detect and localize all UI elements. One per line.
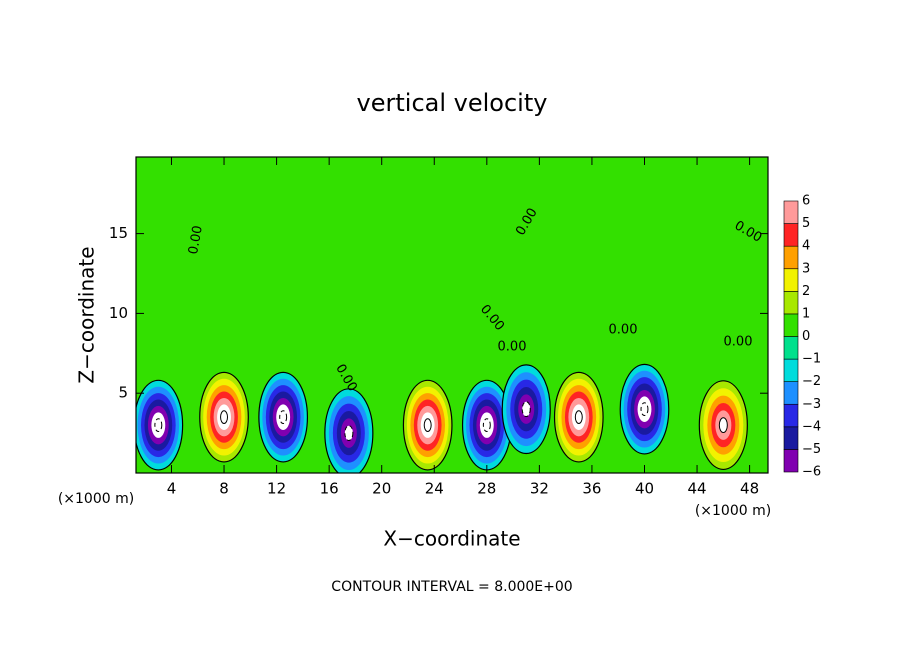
x-tick-label: 12 xyxy=(267,480,286,498)
extremum xyxy=(482,418,491,433)
colorbar-swatch xyxy=(783,358,799,382)
extremum xyxy=(220,410,228,425)
extremum xyxy=(423,418,432,433)
contour-label: 0.00 xyxy=(609,323,638,338)
x-tick-label: 16 xyxy=(320,480,339,498)
x-tick-label: 8 xyxy=(219,480,229,498)
x-tick-label: 28 xyxy=(477,480,496,498)
colorbar-label: −3 xyxy=(802,397,821,412)
colorbar-label: 0 xyxy=(802,329,810,344)
extremum xyxy=(718,417,728,434)
field xyxy=(136,363,748,473)
x-unit: (×1000 m) xyxy=(695,503,771,519)
colorbar-label: 2 xyxy=(802,284,810,299)
colorbar-swatch xyxy=(783,313,799,337)
contour-label: 0.00 xyxy=(724,335,753,350)
x-tick-label: 20 xyxy=(372,480,391,498)
x-tick-label: 32 xyxy=(530,480,549,498)
colorbar-label: 4 xyxy=(802,239,810,254)
y-axis-label: Z−coordinate xyxy=(75,246,99,383)
x-tick-label: 24 xyxy=(425,480,444,498)
y-tick-label: 5 xyxy=(118,384,128,402)
x-tick-label: 4 xyxy=(167,480,177,498)
colorbar-swatch xyxy=(783,426,799,450)
extremum xyxy=(279,410,288,425)
x-tick-label: 40 xyxy=(635,480,654,498)
colorbar-swatch xyxy=(783,291,799,315)
colorbar-label: 3 xyxy=(802,261,810,276)
colorbar-swatch xyxy=(783,245,799,270)
colorbar-swatch xyxy=(783,449,799,473)
x-tick-label: 44 xyxy=(688,480,707,498)
extremum xyxy=(640,402,649,417)
colorbar-label: −6 xyxy=(802,465,821,480)
colorbar-label: −5 xyxy=(802,442,821,457)
extremum xyxy=(344,425,354,441)
x-unit: (×1000 m) xyxy=(58,491,134,507)
plot-frame xyxy=(135,156,769,474)
x-axis-label: X−coordinate xyxy=(383,527,520,551)
contour-label: 0.00 xyxy=(498,340,527,355)
contour-label: 0.00 xyxy=(186,224,206,255)
colorbar-label: 6 xyxy=(802,194,810,209)
colorbar-swatch xyxy=(783,223,799,247)
extremum xyxy=(521,401,531,418)
extremum xyxy=(154,418,163,433)
colorbar-label: −1 xyxy=(802,352,821,367)
chart-title: vertical velocity xyxy=(357,89,548,117)
x-tick-label: 48 xyxy=(740,480,759,498)
colorbar-swatch xyxy=(783,268,799,292)
footer: CONTOUR INTERVAL = 8.000E+00 xyxy=(331,579,572,595)
colorbar-label: −2 xyxy=(802,374,821,389)
y-tick-label: 15 xyxy=(109,224,128,242)
colorbar-swatch xyxy=(783,403,799,428)
colorbar-label: −4 xyxy=(802,419,821,434)
colorbar-swatch xyxy=(783,381,799,405)
colorbar-label: 1 xyxy=(802,306,810,321)
x-tick-label: 36 xyxy=(582,480,601,498)
colorbar-label: 5 xyxy=(802,216,810,231)
extremum xyxy=(574,410,583,425)
colorbar-swatch xyxy=(783,336,799,360)
y-tick-label: 10 xyxy=(109,304,128,322)
colorbar-swatch xyxy=(783,200,799,224)
